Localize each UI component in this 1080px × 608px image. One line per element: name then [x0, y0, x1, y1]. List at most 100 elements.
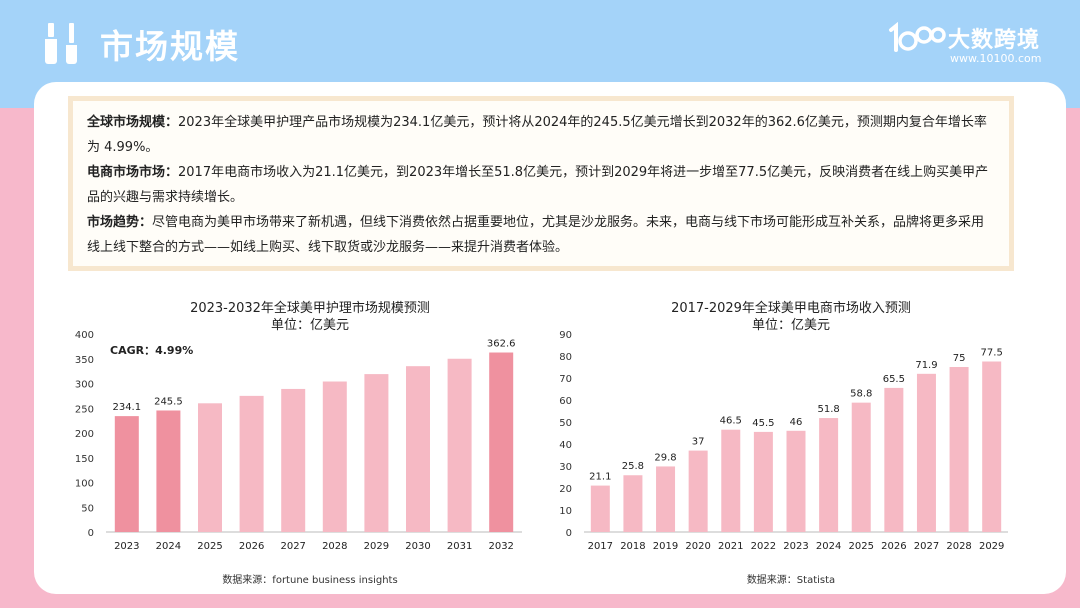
summary-label: 全球市场规模：: [87, 115, 179, 130]
y-tick-label: 20: [559, 484, 572, 495]
bar-value-label: 46: [790, 417, 803, 428]
x-tick-label: 2026: [881, 541, 906, 552]
page-title: 市场规模: [100, 27, 240, 66]
x-tick-label: 2024: [156, 541, 181, 552]
y-tick-label: 0: [566, 528, 572, 539]
header-bar: 市场规模 大数跨境 www.10100.com: [0, 0, 1080, 82]
bar-value-label: 45.5: [752, 418, 774, 429]
x-tick-label: 2025: [849, 541, 874, 552]
x-tick-label: 2023: [783, 541, 808, 552]
summary-box: 全球市场规模：2023年全球美甲护理产品市场规模为234.1亿美元，预计将从20…: [68, 96, 1014, 271]
y-tick-label: 400: [75, 330, 94, 341]
y-tick-label: 80: [559, 352, 572, 363]
y-tick-label: 40: [559, 440, 572, 451]
y-tick-label: 60: [559, 396, 572, 407]
x-tick-label: 2021: [718, 541, 743, 552]
ecommerce-revenue-plot: 0 10 20 30 40 50 60 70 80 90 21.1 2017 25.8 2018 29.8 2…: [559, 330, 1008, 552]
x-tick-label: 2026: [239, 541, 264, 552]
x-tick-label: 2028: [322, 541, 347, 552]
y-tick-label: 50: [559, 418, 572, 429]
summary-paragraph-global: 全球市场规模：2023年全球美甲护理产品市场规模为234.1亿美元，预计将从20…: [87, 110, 995, 160]
bar-value-label: 51.8: [817, 404, 839, 415]
summary-paragraph-ecommerce: 电商市场市场：2017年电商市场收入为21.1亿美元，到2023年增长至51.8…: [87, 160, 995, 210]
x-tick-label: 2029: [364, 541, 389, 552]
logo-url: www.10100.com: [950, 52, 1042, 65]
bar-value-label: 65.5: [883, 374, 905, 385]
y-tick-label: 10: [559, 506, 572, 517]
y-tick-label: 300: [75, 380, 94, 391]
bar-value-label: 29.8: [654, 452, 676, 463]
bar: [364, 374, 389, 532]
bar: [786, 430, 806, 532]
chart-subtitle: 单位：亿美元: [270, 318, 349, 333]
x-tick-label: 2020: [685, 541, 710, 552]
brand-logo: 大数跨境 www.10100.com: [888, 20, 1048, 66]
y-tick-label: 150: [75, 454, 94, 465]
summary-text: 2023年全球美甲护理产品市场规模为234.1亿美元，预计将从2024年的245…: [87, 115, 987, 155]
bar: [239, 395, 264, 532]
y-tick-label: 90: [559, 330, 572, 341]
summary-text: 尽管电商为美甲市场带来了新机遇，但线下消费依然占据重要地位，尤其是沙龙服务。未来…: [87, 215, 985, 255]
bar: [156, 410, 181, 532]
bar-value-label: 234.1: [112, 402, 141, 413]
bar: [688, 450, 708, 532]
bar: [819, 418, 839, 532]
x-tick-label: 2029: [979, 541, 1004, 552]
bar: [406, 366, 430, 532]
x-tick-label: 2027: [914, 541, 939, 552]
bar-value-label: 75: [953, 353, 966, 364]
y-tick-label: 100: [75, 479, 94, 490]
bar: [114, 416, 139, 532]
market-size-plot: 0 50 100 150 200 250 300 350 400 234.1 2023 245.5 20…: [75, 330, 522, 552]
bar-value-label: 71.9: [915, 360, 937, 371]
x-tick-label: 2030: [405, 541, 430, 552]
x-tick-label: 2022: [751, 541, 776, 552]
bar: [322, 381, 347, 532]
bar: [198, 403, 222, 532]
chart-title: 2023-2032年全球美甲护理市场规模预测: [190, 301, 430, 316]
bar: [884, 387, 904, 532]
x-tick-label: 2027: [280, 541, 305, 552]
x-tick-label: 2018: [620, 541, 645, 552]
y-tick-label: 70: [559, 374, 572, 385]
chart-subtitle: 单位：亿美元: [751, 318, 830, 333]
x-tick-label: 2023: [114, 541, 139, 552]
y-tick-label: 250: [75, 404, 94, 415]
x-tick-label: 2025: [197, 541, 222, 552]
cagr-annotation: CAGR：4.99%: [110, 344, 193, 357]
ecommerce-revenue-chart: 2017-2029年全球美甲电商市场收入预测 单位：亿美元 0 10 20 30 40 5…: [556, 292, 1026, 592]
chart-title: 2017-2029年全球美甲电商市场收入预测: [671, 301, 911, 316]
bar-value-label: 245.5: [154, 396, 183, 407]
chart-source: 数据来源：fortune business insights: [222, 575, 398, 586]
logo-mark-icon: [889, 22, 946, 52]
bar-value-label: 37: [692, 437, 705, 448]
bar: [916, 373, 936, 532]
y-tick-label: 0: [88, 528, 94, 539]
summary-label: 电商市场市场：: [87, 165, 179, 180]
bar-value-label: 25.8: [622, 461, 644, 472]
bar: [721, 429, 741, 532]
y-tick-label: 50: [81, 503, 94, 514]
bar: [982, 361, 1002, 532]
chart-source: 数据来源：Statista: [746, 575, 836, 586]
y-tick-label: 200: [75, 429, 94, 440]
bar: [656, 466, 676, 532]
x-tick-label: 2017: [588, 541, 613, 552]
summary-label: 市场趋势：: [87, 215, 153, 230]
bar: [851, 402, 871, 532]
bar: [623, 475, 643, 532]
x-tick-label: 2024: [816, 541, 841, 552]
y-tick-label: 30: [559, 462, 572, 473]
bar-value-label: 21.1: [589, 472, 611, 483]
bar: [489, 352, 514, 532]
bar-value-label: 362.6: [487, 339, 516, 350]
summary-text: 2017年电商市场收入为21.1亿美元，到2023年增长至51.8亿美元，预计到…: [87, 165, 989, 205]
bar: [281, 388, 306, 532]
bar-value-label: 46.5: [720, 416, 742, 427]
x-tick-label: 2031: [447, 541, 472, 552]
bar-value-label: 58.8: [850, 389, 872, 400]
market-size-chart: 2023-2032年全球美甲护理市场规模预测 单位：亿美元 0 50 100 150 2…: [70, 292, 550, 592]
x-tick-label: 2019: [653, 541, 678, 552]
bar-value-label: 77.5: [981, 348, 1003, 359]
logo-name: 大数跨境: [948, 28, 1041, 53]
